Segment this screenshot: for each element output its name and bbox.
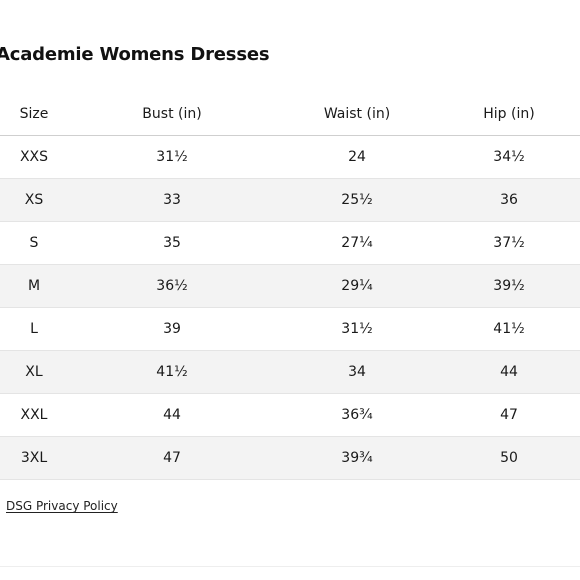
table-row: XXL 44 36¾ 47 [0,393,580,437]
cell-bust: 33 [68,178,276,222]
header-hip: Hip (in) [438,93,580,136]
cell-bust: 47 [68,436,276,480]
cell-bust: 44 [68,393,276,437]
cell-hip: 39½ [438,264,580,308]
cell-waist: 31½ [276,307,438,351]
table-row: 3XL 47 39¾ 50 [0,436,580,480]
cell-hip: 41½ [438,307,580,351]
cell-size: M [0,264,68,308]
cell-hip: 44 [438,350,580,394]
size-chart-table: Size Bust (in) Waist (in) Hip (in) XXS 3… [0,93,580,480]
cell-hip: 50 [438,436,580,480]
cell-size: S [0,221,68,265]
cell-waist: 34 [276,350,438,394]
cell-bust: 41½ [68,350,276,394]
table-row: M 36½ 29¼ 39½ [0,264,580,308]
cell-bust: 31½ [68,135,276,179]
page-title: Academie Womens Dresses [0,44,270,65]
table-header-row: Size Bust (in) Waist (in) Hip (in) [0,93,580,136]
cell-hip: 37½ [438,221,580,265]
table-row: S 35 27¼ 37½ [0,221,580,265]
cell-bust: 39 [68,307,276,351]
cell-hip: 47 [438,393,580,437]
cell-hip: 34½ [438,135,580,179]
cell-waist: 39¾ [276,436,438,480]
cell-waist: 25½ [276,178,438,222]
cell-bust: 35 [68,221,276,265]
cell-size: XXL [0,393,68,437]
header-bust: Bust (in) [68,93,276,136]
privacy-policy-link[interactable]: DSG Privacy Policy [6,499,118,513]
cell-waist: 36¾ [276,393,438,437]
table-row: XL 41½ 34 44 [0,350,580,394]
cell-size: 3XL [0,436,68,480]
cell-waist: 27¼ [276,221,438,265]
cell-waist: 29¼ [276,264,438,308]
cell-hip: 36 [438,178,580,222]
cell-size: XL [0,350,68,394]
cell-size: XS [0,178,68,222]
header-size: Size [0,93,68,136]
footer-divider [0,566,580,567]
table-row: XXS 31½ 24 34½ [0,135,580,179]
cell-waist: 24 [276,135,438,179]
cell-size: L [0,307,68,351]
header-waist: Waist (in) [276,93,438,136]
table-row: L 39 31½ 41½ [0,307,580,351]
cell-size: XXS [0,135,68,179]
table-row: XS 33 25½ 36 [0,178,580,222]
cell-bust: 36½ [68,264,276,308]
